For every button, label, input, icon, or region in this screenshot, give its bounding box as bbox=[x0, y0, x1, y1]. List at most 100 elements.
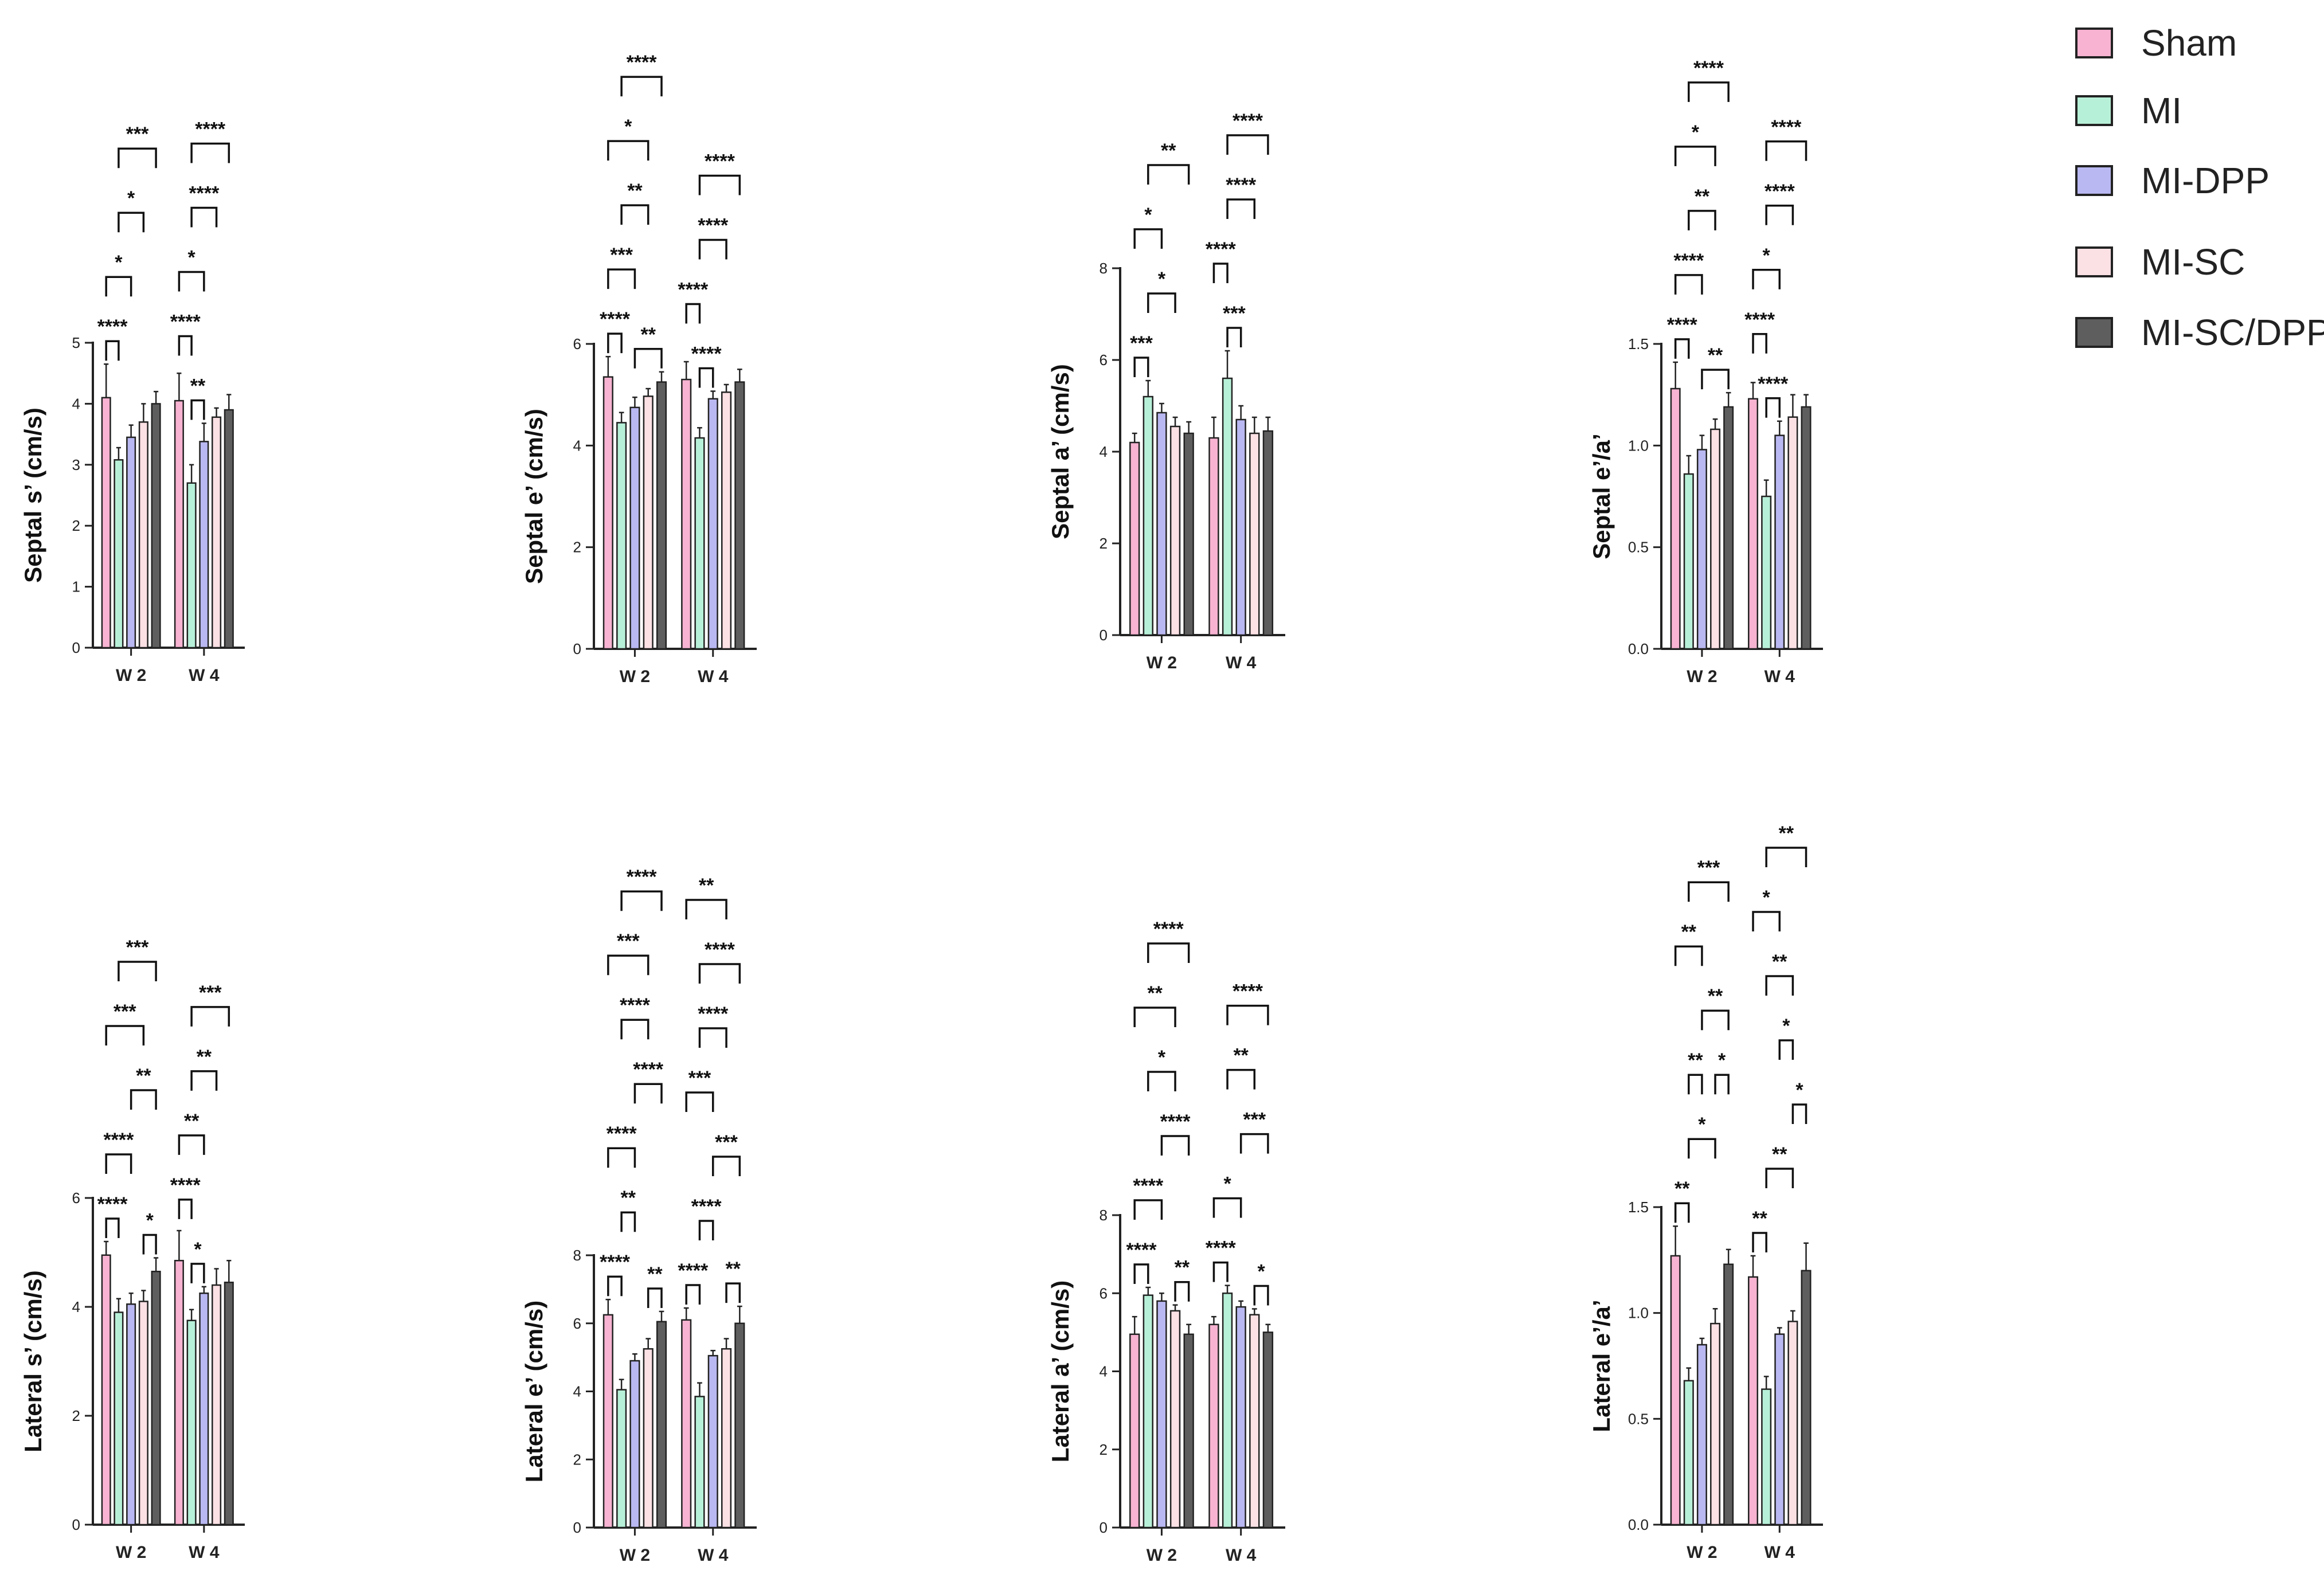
significance-bracket bbox=[1688, 1074, 1703, 1095]
y-tick-label: 4 bbox=[72, 395, 80, 412]
significance-label: ** bbox=[1708, 985, 1723, 1007]
significance-bracket bbox=[1701, 1009, 1730, 1031]
significance-bracket bbox=[1688, 1138, 1716, 1159]
bar-sham-w-2 bbox=[1129, 1333, 1140, 1529]
y-tick-label: 3 bbox=[72, 456, 80, 473]
significance-label: ** bbox=[197, 1046, 212, 1068]
significance-bracket bbox=[1791, 1103, 1807, 1124]
significance-bracket bbox=[607, 1147, 636, 1168]
y-tick-label: 0.0 bbox=[1628, 1516, 1649, 1533]
significance-bracket bbox=[698, 1220, 714, 1241]
significance-label: **** bbox=[195, 118, 226, 140]
legend-swatch-mi-sc-dpp bbox=[2075, 317, 2113, 348]
significance-label: ** bbox=[1772, 951, 1787, 973]
significance-bracket bbox=[1765, 140, 1807, 161]
bar-mi-dpp-w-4 bbox=[1235, 1306, 1246, 1529]
significance-bracket bbox=[685, 899, 727, 920]
x-category-label: W 2 bbox=[620, 1546, 650, 1565]
significance-label: ** bbox=[1695, 186, 1710, 207]
bar-sham-w-2 bbox=[602, 376, 613, 650]
x-category-label: W 4 bbox=[189, 1543, 220, 1562]
significance-bracket bbox=[118, 961, 157, 981]
significance-label: *** bbox=[1130, 332, 1153, 354]
significance-label: * bbox=[1158, 268, 1166, 290]
significance-bracket bbox=[178, 271, 205, 292]
bar-sham-w-2 bbox=[1670, 1255, 1681, 1526]
y-tick-label: 4 bbox=[573, 437, 581, 454]
significance-label: **** bbox=[1133, 1175, 1164, 1197]
bar-mi-w-4 bbox=[186, 482, 197, 649]
significance-bracket bbox=[105, 1153, 132, 1174]
bar-sham-w-2 bbox=[1129, 441, 1140, 636]
significance-label: ** bbox=[1175, 1257, 1190, 1279]
significance-bracket bbox=[105, 340, 120, 361]
significance-label: *** bbox=[610, 244, 633, 266]
y-axis-title: Lateral s’ (cm/s) bbox=[19, 1270, 46, 1452]
y-tick-label: 1.5 bbox=[1628, 1199, 1649, 1216]
legend-label-mi-dpp: MI-DPP bbox=[2141, 160, 2270, 201]
y-tick-label: 2 bbox=[1100, 535, 1108, 552]
significance-label: **** bbox=[170, 311, 201, 332]
significance-bracket bbox=[620, 76, 663, 97]
significance-bracket bbox=[1765, 1168, 1794, 1188]
significance-bracket bbox=[685, 303, 701, 324]
bar-mi-sc-dpp-w-2 bbox=[1183, 432, 1194, 636]
significance-label: **** bbox=[691, 343, 722, 365]
significance-bracket bbox=[607, 332, 623, 354]
y-tick-label: 0 bbox=[72, 639, 80, 656]
significance-bracket bbox=[1147, 164, 1190, 185]
bar-mi-w-2 bbox=[1143, 1294, 1153, 1529]
bar-mi-sc-w-4 bbox=[721, 391, 732, 650]
bar-mi-w-2 bbox=[616, 1389, 627, 1529]
significance-label: **** bbox=[97, 316, 128, 338]
bar-sham-w-4 bbox=[1748, 398, 1759, 650]
bar-mi-dpp-w-2 bbox=[629, 406, 640, 650]
significance-label: * bbox=[1144, 204, 1152, 226]
significance-label: * bbox=[1158, 1047, 1166, 1068]
significance-bracket bbox=[1778, 1039, 1794, 1060]
significance-label: *** bbox=[715, 1131, 738, 1153]
significance-bracket bbox=[178, 335, 193, 356]
significance-label: **** bbox=[170, 1174, 201, 1196]
significance-bracket bbox=[1765, 847, 1807, 867]
significance-bracket bbox=[633, 1083, 663, 1104]
x-category-label: W 4 bbox=[189, 666, 220, 685]
y-axis-title: Septal e’ (cm/s) bbox=[521, 409, 547, 584]
significance-label: *** bbox=[114, 1001, 136, 1023]
significance-label: **** bbox=[1226, 174, 1257, 196]
significance-bracket bbox=[1212, 1261, 1228, 1282]
significance-label: **** bbox=[1758, 373, 1789, 395]
significance-bracket bbox=[1688, 210, 1716, 230]
significance-label: **** bbox=[97, 1193, 128, 1215]
y-tick-label: 8 bbox=[1100, 260, 1108, 277]
y-axis-title: Septal a’ (cm/s) bbox=[1047, 364, 1074, 539]
significance-label: * bbox=[1223, 1173, 1231, 1195]
bar-mi-sc-w-2 bbox=[1169, 1310, 1181, 1529]
bar-mi-sc-w-4 bbox=[212, 416, 222, 649]
significance-label: * bbox=[194, 1239, 202, 1260]
significance-label: **** bbox=[698, 214, 729, 236]
significance-label: **** bbox=[678, 1260, 709, 1282]
y-tick-label: 1 bbox=[72, 578, 80, 596]
significance-bracket bbox=[698, 238, 727, 260]
significance-label: ** bbox=[1779, 823, 1794, 844]
y-tick-label: 2 bbox=[72, 517, 80, 534]
significance-label: * bbox=[624, 116, 632, 138]
significance-label: ** bbox=[699, 875, 714, 896]
bar-sham-w-4 bbox=[174, 400, 184, 649]
bar-mi-sc-w-4 bbox=[721, 1348, 732, 1529]
significance-bracket bbox=[1226, 198, 1256, 219]
bar-mi-sc-dpp-w-2 bbox=[656, 1321, 667, 1529]
significance-bracket bbox=[1160, 1135, 1190, 1156]
significance-label: **** bbox=[627, 866, 658, 888]
bar-sham-w-2 bbox=[1670, 387, 1681, 650]
significance-label: **** bbox=[103, 1129, 134, 1151]
significance-bracket bbox=[190, 1006, 230, 1027]
significance-bracket bbox=[1765, 975, 1794, 996]
bar-sham-w-4 bbox=[681, 378, 692, 650]
x-category-label: W 2 bbox=[620, 667, 650, 686]
